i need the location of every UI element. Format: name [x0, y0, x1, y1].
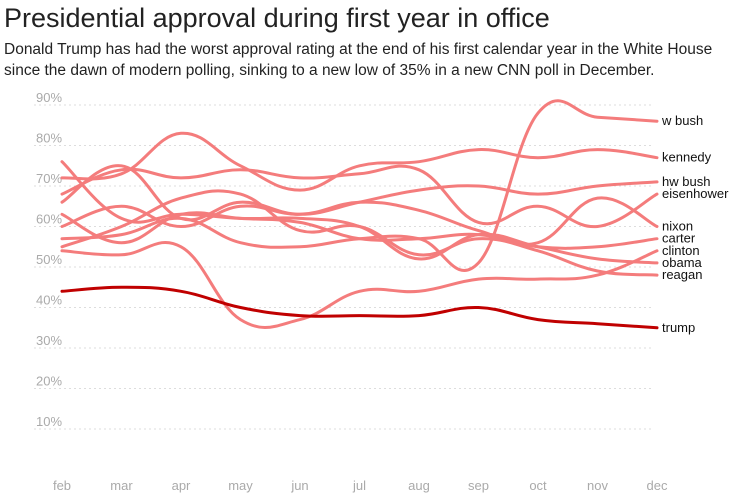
y-tick-label: 40% [36, 293, 62, 308]
series-line-nixon [60, 196, 659, 247]
y-tick-label: 90% [36, 90, 62, 105]
series-lines [60, 99, 659, 330]
x-tick-label: mar [110, 478, 133, 493]
x-tick-label: jul [352, 478, 366, 493]
chart-subtitle: Donald Trump has had the worst approval … [4, 41, 713, 79]
series-label-w-bush: w bush [661, 113, 703, 128]
x-tick-label: aug [408, 478, 430, 493]
series-line-reagan [60, 189, 659, 277]
y-tick-label: 20% [36, 374, 62, 389]
series-label-obama: obama [662, 255, 703, 270]
x-tick-label: oct [529, 478, 547, 493]
y-tick-label: 60% [36, 212, 62, 227]
series-label-carter: carter [662, 231, 696, 246]
x-tick-label: jun [290, 478, 308, 493]
series-line-eisenhower [60, 164, 659, 229]
series-label-trump: trump [662, 320, 695, 335]
y-tick-label: 50% [36, 252, 62, 267]
series-label-eisenhower: eisenhower [662, 186, 729, 201]
series-label-clinton: clinton [662, 243, 700, 258]
x-tick-label: nov [587, 478, 608, 493]
series-label-hw-bush: hw bush [662, 174, 710, 189]
y-tick-label: 70% [36, 171, 62, 186]
series-label-nixon: nixon [662, 219, 693, 234]
gridlines [34, 104, 652, 430]
x-tick-label: dec [647, 478, 668, 493]
series-line-kennedy [60, 131, 659, 192]
series-label-kennedy: kennedy [662, 150, 712, 165]
x-tick-label: may [228, 478, 253, 493]
y-tick-label: 30% [36, 333, 62, 348]
x-tick-label: feb [53, 478, 71, 493]
series-line-clinton [60, 240, 659, 329]
y-tick-label: 80% [36, 131, 62, 146]
x-tick-label: sep [468, 478, 489, 493]
chart-title: Presidential approval during first year … [4, 3, 550, 33]
series-label-reagan: reagan [662, 267, 702, 282]
x-axis-ticks: feb mar apr may jun jul aug sep oct nov dec [53, 478, 668, 493]
series-line-carter [60, 211, 659, 250]
y-axis-ticks: 10% 20% 30% 40% 50% 60% 70% 80% 90% [36, 90, 62, 429]
series-line-trump [60, 285, 659, 330]
y-tick-label: 10% [36, 414, 62, 429]
x-tick-label: apr [172, 478, 191, 493]
